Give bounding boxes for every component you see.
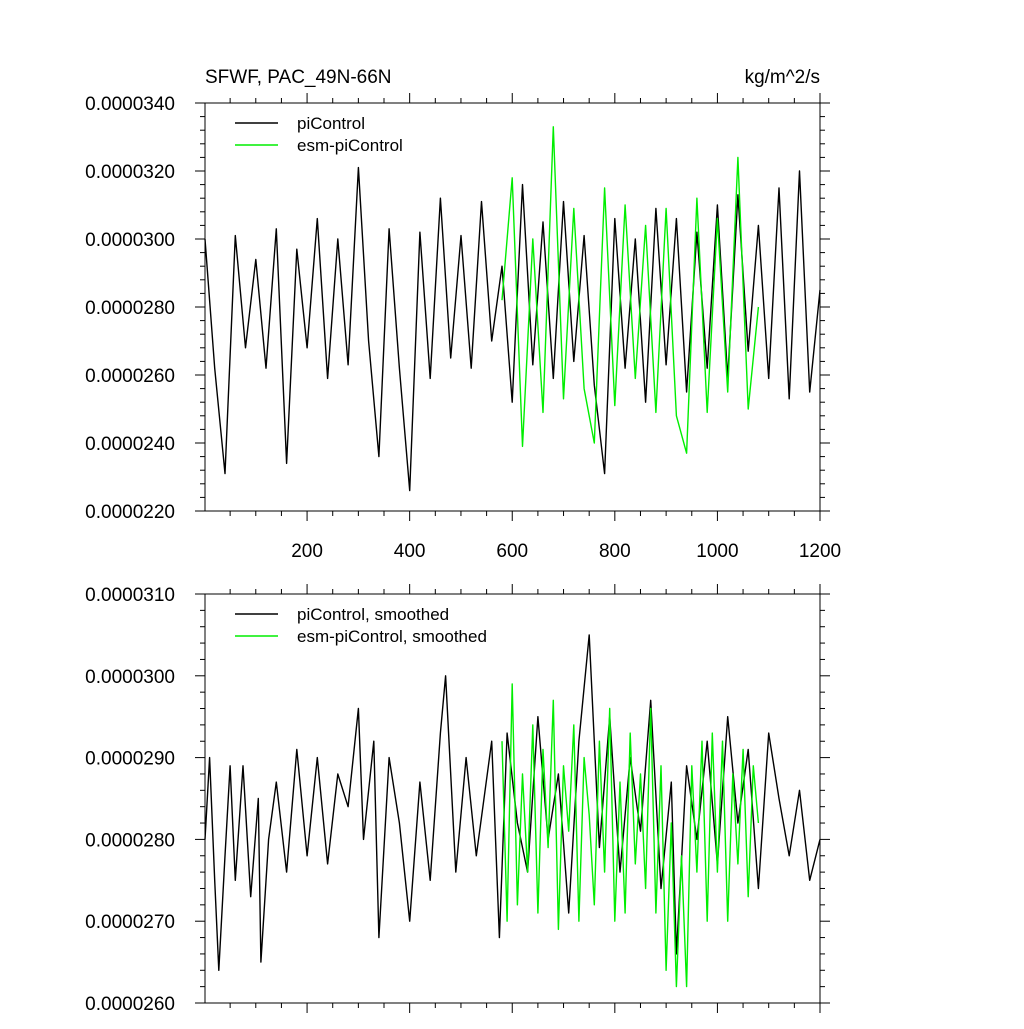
legend-label: esm-piControl, smoothed — [297, 627, 487, 646]
plot-frame — [204, 102, 821, 512]
x-tick-label: 800 — [599, 541, 631, 562]
y-tick-label: 0.0000300 — [85, 667, 175, 688]
y-tick-label: 0.0000300 — [85, 230, 175, 251]
y-tick-label: 0.0000340 — [85, 94, 175, 115]
legend-label: esm-piControl — [297, 136, 403, 155]
y-tick-label: 0.0000220 — [85, 502, 175, 523]
legend-label: piControl — [297, 114, 365, 133]
y-tick-label: 0.0000290 — [85, 749, 175, 770]
series-line-1 — [204, 166, 821, 492]
y-tick-label: 0.0000260 — [85, 994, 175, 1015]
y-tick-label: 0.0000280 — [85, 298, 175, 319]
units-label: kg/m^2/s — [745, 67, 820, 88]
legend-label: piControl, smoothed — [297, 605, 449, 624]
y-tick-label: 0.0000260 — [85, 366, 175, 387]
chart-title: SFWF, PAC_49N-66N — [205, 67, 392, 88]
y-tick-label: 0.0000280 — [85, 830, 175, 851]
y-tick-label: 0.0000240 — [85, 434, 175, 455]
x-tick-label: 1200 — [799, 541, 841, 562]
x-tick-label: 1000 — [696, 541, 738, 562]
series-line-2 — [501, 683, 760, 988]
x-tick-label: 400 — [394, 541, 426, 562]
y-tick-label: 0.0000320 — [85, 162, 175, 183]
series-line-1 — [204, 634, 821, 971]
x-tick-label: 600 — [496, 541, 528, 562]
y-tick-label: 0.0000270 — [85, 912, 175, 933]
y-tick-label: 0.0000310 — [85, 585, 175, 606]
x-tick-label: 200 — [291, 541, 323, 562]
plot-frame — [204, 593, 821, 1004]
series-line-2 — [501, 126, 760, 454]
plot-panel-2: 0.0000260 0.0000270 0.0000280 0.0000290 0.00… — [85, 584, 830, 1015]
plot-panel-1: 0.0000220 0.0000240 0.0000260 0.0000280 0.00… — [85, 67, 841, 562]
